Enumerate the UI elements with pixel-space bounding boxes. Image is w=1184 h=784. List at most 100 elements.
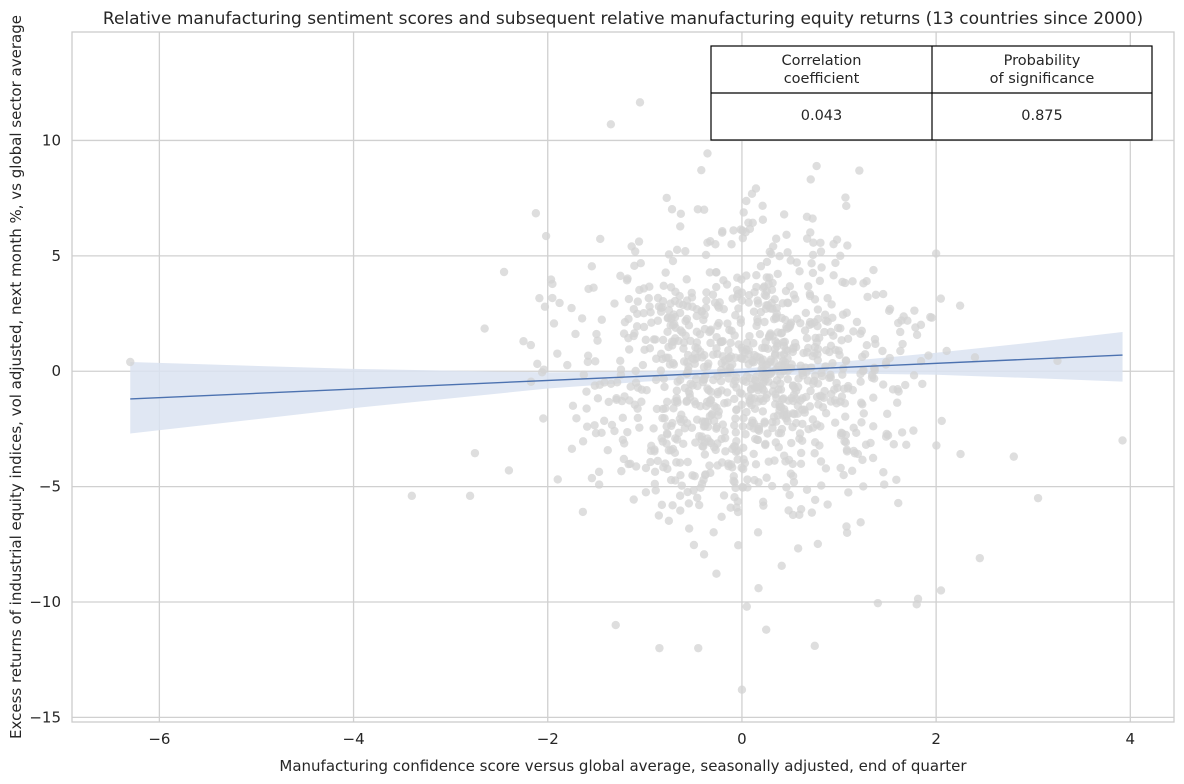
scatter-point xyxy=(539,365,549,374)
table-header-probability-line1: Probability xyxy=(1004,53,1081,69)
scatter-point xyxy=(706,237,715,246)
scatter-point xyxy=(873,598,883,608)
scatter-point xyxy=(683,487,692,497)
scatter-point xyxy=(549,319,559,328)
scatter-point xyxy=(582,422,592,431)
scatter-point xyxy=(731,428,740,437)
scatter-point xyxy=(779,451,789,460)
x-tick-label: −4 xyxy=(343,730,365,748)
scatter-point xyxy=(612,394,621,403)
scatter-point xyxy=(767,249,776,259)
scatter-point xyxy=(684,499,694,508)
scatter-point xyxy=(589,283,598,292)
scatter-point xyxy=(853,449,863,459)
scatter-point xyxy=(791,294,800,304)
scatter-point xyxy=(894,498,903,508)
scatter-point xyxy=(630,329,639,338)
scatter-point xyxy=(706,338,715,348)
scatter-point xyxy=(787,438,796,448)
scatter-point xyxy=(712,422,721,432)
scatter-point xyxy=(916,320,926,330)
stats-table: Correlation coefficient Probability of s… xyxy=(710,45,1153,141)
scatter-point xyxy=(708,290,718,299)
scatter-point xyxy=(774,385,783,394)
scatter-point xyxy=(651,375,661,385)
scatter-point xyxy=(733,455,742,464)
scatter-point xyxy=(773,269,782,279)
scatter-point xyxy=(821,464,831,473)
scatter-point xyxy=(838,370,847,379)
scatter-point xyxy=(629,495,638,504)
scatter-point xyxy=(708,350,718,359)
scatter-point xyxy=(677,481,686,490)
scatter-point xyxy=(737,685,747,694)
scatter-point xyxy=(712,403,721,412)
scatter-point xyxy=(810,295,820,304)
scatter-point xyxy=(1118,436,1127,445)
scatter-point xyxy=(857,326,866,336)
scatter-point xyxy=(664,446,674,455)
scatter-point xyxy=(726,367,735,376)
scatter-point xyxy=(709,375,718,385)
scatter-point xyxy=(702,288,711,297)
scatter-point xyxy=(955,301,965,310)
scatter-point xyxy=(775,252,784,261)
scatter-point xyxy=(810,438,820,447)
scatter-point xyxy=(480,324,489,333)
scatter-point xyxy=(745,331,754,341)
scatter-point xyxy=(705,327,714,337)
scatter-point xyxy=(660,382,669,392)
scatter-point xyxy=(661,268,670,277)
scatter-point xyxy=(682,296,692,305)
scatter-point xyxy=(758,201,767,211)
scatter-point xyxy=(689,540,699,550)
scatter-point xyxy=(705,411,715,421)
scatter-point xyxy=(729,226,738,235)
scatter-point xyxy=(499,267,509,277)
scatter-point xyxy=(831,258,840,268)
scatter-point xyxy=(738,422,748,431)
scatter-point xyxy=(672,386,682,395)
scatter-point xyxy=(759,386,768,395)
scatter-point xyxy=(548,293,557,303)
scatter-point xyxy=(732,503,741,512)
scatter-point xyxy=(720,433,730,443)
scatter-point xyxy=(702,397,712,407)
scatter-point xyxy=(635,423,644,432)
scatter-point xyxy=(616,271,625,281)
scatter-point xyxy=(832,378,841,388)
scatter-point xyxy=(697,165,706,175)
scatter-point xyxy=(705,461,714,470)
scatter-point xyxy=(813,539,823,549)
y-axis-label: Excess returns of industrial equity indi… xyxy=(7,15,25,739)
scatter-point xyxy=(830,418,840,427)
scatter-point xyxy=(849,423,858,432)
scatter-point xyxy=(843,334,853,344)
scatter-point xyxy=(645,282,654,291)
scatter-point xyxy=(804,424,813,434)
scatter-point xyxy=(766,304,775,313)
scatter-point xyxy=(738,482,747,492)
scatter-point xyxy=(662,193,671,203)
scatter-point xyxy=(808,415,818,424)
scatter-point xyxy=(910,306,919,315)
scatter-point xyxy=(594,467,604,477)
scatter-point xyxy=(694,500,704,510)
scatter-point xyxy=(879,468,888,477)
scatter-point xyxy=(604,397,613,407)
scatter-point xyxy=(703,362,712,371)
scatter-point xyxy=(744,298,753,307)
scatter-point xyxy=(703,384,712,393)
scatter-point xyxy=(709,528,718,537)
scatter-point xyxy=(582,387,591,396)
scatter-point xyxy=(611,620,620,630)
scatter-point xyxy=(781,345,790,354)
scatter-point xyxy=(797,436,807,445)
scatter-point xyxy=(126,357,135,367)
scatter-point xyxy=(892,475,901,484)
scatter-point xyxy=(649,424,658,433)
scatter-point xyxy=(587,262,597,271)
scatter-point xyxy=(810,371,820,381)
scatter-point xyxy=(504,466,514,475)
scatter-point xyxy=(841,193,850,202)
